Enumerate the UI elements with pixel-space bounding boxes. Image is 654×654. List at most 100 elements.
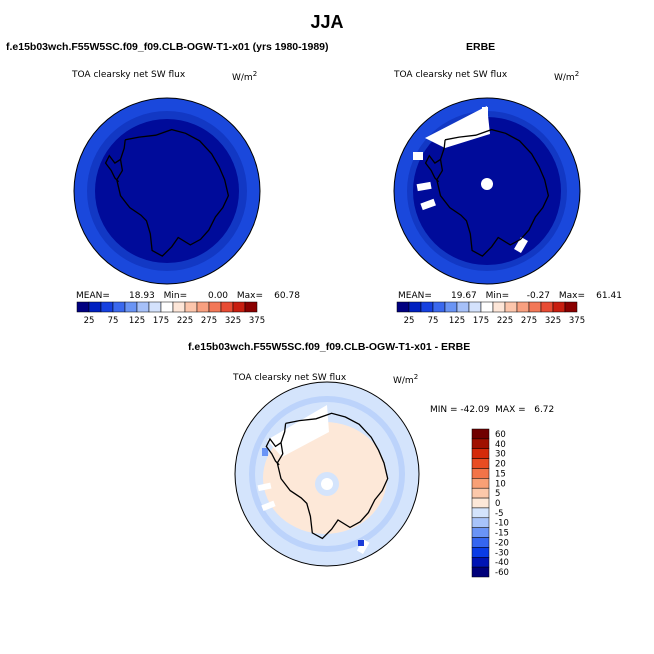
model-map-outline xyxy=(73,97,261,285)
colorbar-swatch xyxy=(471,487,490,499)
obs-panel-title: ERBE xyxy=(466,41,496,53)
obs-map-missing-patch xyxy=(413,152,423,160)
colorbar-tick-label: 20 xyxy=(495,460,506,470)
diff-map-outline xyxy=(234,381,420,567)
diff-map-missing-sector xyxy=(267,405,329,457)
antarctic-coastline xyxy=(116,128,230,257)
colorbar-tick-label: 60 xyxy=(495,430,506,440)
diff-map-negative-patch xyxy=(262,448,268,456)
colorbar-swatch xyxy=(124,301,138,313)
colorbar-swatch xyxy=(220,301,234,313)
colorbar-tick-label: 15 xyxy=(495,469,506,479)
obs-colorbar: 25 75 125 175 225 275 325 375 xyxy=(396,301,585,326)
colorbar-tick-label: 225 xyxy=(177,316,193,326)
obs-mean-value: 19.67 xyxy=(451,291,477,301)
model-variable-label: TOA clearsky net SW flux xyxy=(72,70,186,80)
figure-title: JJA xyxy=(310,12,344,32)
antarctic-peninsula xyxy=(265,437,282,466)
obs-max-label: Max= xyxy=(558,291,586,301)
diff-variable-label: TOA clearsky net SW flux xyxy=(233,373,347,383)
colorbar-swatch xyxy=(492,301,506,313)
colorbar-swatch xyxy=(408,301,422,313)
colorbar-tick-label: 25 xyxy=(404,316,415,326)
colorbar-tick-label: 325 xyxy=(225,316,241,326)
colorbar-tick-label: 225 xyxy=(497,316,513,326)
colorbar-swatch xyxy=(160,301,174,313)
model-panel-title: f.e15b03wch.F55W5SC.f09_f09.CLB-OGW-T1-x… xyxy=(6,41,329,53)
colorbar-swatch xyxy=(480,301,494,313)
colorbar-swatch xyxy=(172,301,186,313)
colorbar-swatch xyxy=(471,547,490,558)
diff-map-missing-patch xyxy=(356,539,370,555)
colorbar-swatch xyxy=(552,301,566,313)
colorbar-swatch xyxy=(516,301,530,313)
colorbar-swatch xyxy=(136,301,150,313)
antarctic-peninsula xyxy=(104,154,121,183)
diff-panel-title: f.e15b03wch.F55W5SC.f09_f09.CLB-OGW-T1-x… xyxy=(188,341,471,353)
obs-map-pole-hole xyxy=(481,178,493,190)
colorbar-tick-label: 75 xyxy=(428,316,439,326)
antarctic-coastline xyxy=(276,412,389,540)
colorbar-tick-label: 275 xyxy=(201,316,217,326)
model-mean-label: MEAN= xyxy=(76,291,110,301)
obs-map-inner-field xyxy=(413,117,561,265)
colorbar-swatch xyxy=(100,301,114,313)
colorbar-tick-label: -5 xyxy=(495,509,503,519)
colorbar-swatch xyxy=(244,301,258,313)
colorbar-swatch xyxy=(232,301,246,313)
obs-units-label: W/m2 xyxy=(554,70,580,83)
diff-stats: MIN = -42.09 MAX = 6.72 xyxy=(430,405,555,415)
colorbar-swatch xyxy=(88,301,102,313)
colorbar-swatch xyxy=(471,478,490,489)
obs-map-missing-patch xyxy=(420,198,436,211)
colorbar-tick-label: -20 xyxy=(495,538,509,548)
colorbar-swatch xyxy=(471,566,490,578)
model-units-label: W/m2 xyxy=(232,70,258,83)
colorbar-swatch xyxy=(564,301,578,313)
colorbar-tick-label: 75 xyxy=(108,316,119,326)
colorbar-tick-label: 375 xyxy=(249,316,265,326)
colorbar-tick-label: -30 xyxy=(495,548,509,558)
model-map-coastline xyxy=(104,128,230,257)
colorbar-tick-label: -60 xyxy=(495,568,509,578)
colorbar-swatch xyxy=(396,301,410,313)
colorbar-swatch xyxy=(208,301,222,313)
diff-units-label: W/m2 xyxy=(393,373,419,386)
antarctic-peninsula xyxy=(424,154,441,183)
obs-map-coastline xyxy=(424,128,550,257)
colorbar-swatch xyxy=(471,448,490,459)
colorbar-tick-label: -40 xyxy=(495,558,509,568)
obs-stats: MEAN= 19.67 Min= -0.27 Max= 61.41 xyxy=(398,291,622,301)
obs-map xyxy=(393,97,581,285)
colorbar-swatch xyxy=(196,301,210,313)
colorbar-swatch xyxy=(112,301,126,313)
colorbar-swatch xyxy=(432,301,446,313)
colorbar-swatch xyxy=(471,468,490,479)
colorbar-tick-label: 125 xyxy=(449,316,465,326)
obs-map-missing-patch xyxy=(416,181,432,192)
model-mean-value: 18.93 xyxy=(129,291,155,301)
colorbar-swatch xyxy=(528,301,542,313)
colorbar-tick-label: 30 xyxy=(495,450,506,460)
obs-min-value: -0.27 xyxy=(526,291,551,301)
obs-map-missing-patch xyxy=(482,107,488,119)
diff-map-pole-hole xyxy=(321,478,333,490)
diff-map-missing-patch xyxy=(257,482,272,492)
colorbar-swatch xyxy=(471,527,490,538)
colorbar-swatch xyxy=(471,557,490,568)
obs-max-value: 61.41 xyxy=(596,291,622,301)
colorbar-swatch xyxy=(471,458,490,469)
colorbar-swatch xyxy=(540,301,554,313)
colorbar-swatch xyxy=(471,438,490,449)
colorbar-swatch xyxy=(456,301,470,313)
diff-map-missing-patch xyxy=(261,500,276,512)
obs-variable-label: TOA clearsky net SW flux xyxy=(394,70,508,80)
obs-mean-label: MEAN= xyxy=(398,291,432,301)
model-stats: MEAN= 18.93 Min= 0.00 Max= 60.78 xyxy=(76,291,300,301)
antarctic-coastline xyxy=(436,128,550,257)
model-min-value: 0.00 xyxy=(207,291,229,301)
colorbar-swatch xyxy=(184,301,198,313)
colorbar-swatch xyxy=(420,301,434,313)
